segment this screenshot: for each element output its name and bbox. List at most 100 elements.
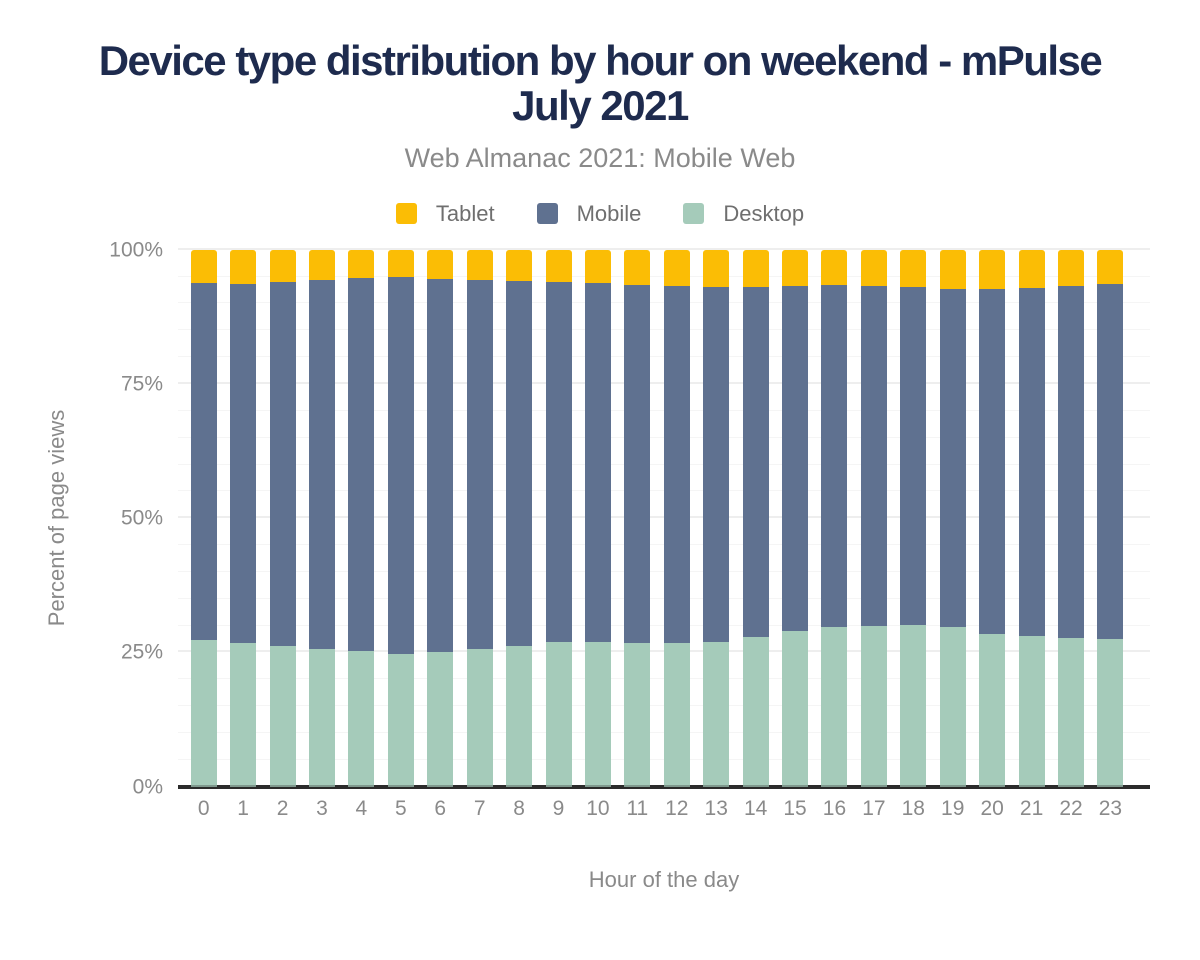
bar-segment-desktop[interactable] <box>939 627 966 787</box>
stacked-bar-hour-18[interactable] <box>900 249 927 789</box>
bar-segment-desktop[interactable] <box>821 627 848 787</box>
stacked-bar-hour-2[interactable] <box>269 249 296 789</box>
bar-segment-mobile[interactable] <box>584 283 611 643</box>
stacked-bar-hour-20[interactable] <box>979 249 1006 789</box>
bar-segment-tablet[interactable] <box>545 249 572 282</box>
bar-segment-tablet[interactable] <box>860 249 887 286</box>
bar-segment-desktop[interactable] <box>308 648 335 787</box>
stacked-bar-hour-3[interactable] <box>308 249 335 789</box>
bar-segment-desktop[interactable] <box>782 631 809 787</box>
bar-segment-desktop[interactable] <box>190 639 217 787</box>
stacked-bar-hour-21[interactable] <box>1018 249 1045 789</box>
stacked-bar-hour-12[interactable] <box>663 249 690 789</box>
bar-segment-mobile[interactable] <box>348 278 375 651</box>
bar-segment-tablet[interactable] <box>939 249 966 290</box>
bar-segment-mobile[interactable] <box>506 281 533 646</box>
stacked-bar-hour-23[interactable] <box>1097 249 1124 789</box>
bar-segment-mobile[interactable] <box>742 287 769 637</box>
stacked-bar-hour-17[interactable] <box>860 249 887 789</box>
bar-segment-mobile[interactable] <box>821 285 848 628</box>
bar-segment-desktop[interactable] <box>230 643 257 787</box>
bar-segment-desktop[interactable] <box>1018 636 1045 787</box>
bar-segment-mobile[interactable] <box>545 281 572 642</box>
bar-segment-tablet[interactable] <box>900 249 927 288</box>
bar-segment-mobile[interactable] <box>308 280 335 649</box>
stacked-bar-hour-7[interactable] <box>466 249 493 789</box>
x-tick-label: 16 <box>822 796 847 820</box>
stacked-bar-hour-14[interactable] <box>742 249 769 789</box>
stacked-bar-hour-0[interactable] <box>190 249 217 789</box>
bar-segment-desktop[interactable] <box>900 624 927 787</box>
bar-segment-desktop[interactable] <box>1057 637 1084 787</box>
bar-segment-desktop[interactable] <box>663 642 690 787</box>
bar-segment-tablet[interactable] <box>742 249 769 288</box>
bar-segment-tablet[interactable] <box>703 249 730 288</box>
bar-segment-mobile[interactable] <box>230 283 257 644</box>
bar-segment-desktop[interactable] <box>348 650 375 787</box>
bar-segment-desktop[interactable] <box>1097 639 1124 787</box>
bar-segment-desktop[interactable] <box>506 645 533 787</box>
bar-segment-mobile[interactable] <box>1018 287 1045 637</box>
bar-segment-desktop[interactable] <box>269 645 296 787</box>
bar-segment-tablet[interactable] <box>348 249 375 279</box>
bar-segment-tablet[interactable] <box>782 249 809 287</box>
bar-segment-mobile[interactable] <box>269 281 296 646</box>
bar-segment-tablet[interactable] <box>269 249 296 282</box>
bar-segment-tablet[interactable] <box>506 249 533 282</box>
bar-segment-tablet[interactable] <box>308 249 335 281</box>
bar-segment-mobile[interactable] <box>860 285 887 626</box>
stacked-bar-hour-16[interactable] <box>821 249 848 789</box>
stacked-bar-hour-19[interactable] <box>939 249 966 789</box>
bar-segment-desktop[interactable] <box>545 641 572 787</box>
bar-segment-tablet[interactable] <box>584 249 611 284</box>
bar-segment-mobile[interactable] <box>1097 284 1124 640</box>
stacked-bar-hour-8[interactable] <box>506 249 533 789</box>
bar-segment-mobile[interactable] <box>782 286 809 631</box>
bar-segment-tablet[interactable] <box>190 249 217 283</box>
bar-segment-mobile[interactable] <box>427 278 454 653</box>
bar-segment-tablet[interactable] <box>1057 249 1084 286</box>
bar-column-hour-13 <box>696 249 735 789</box>
bar-segment-mobile[interactable] <box>900 287 927 625</box>
stacked-bar-hour-22[interactable] <box>1057 249 1084 789</box>
bar-segment-mobile[interactable] <box>387 277 414 654</box>
stacked-bar-hour-15[interactable] <box>782 249 809 789</box>
bar-segment-mobile[interactable] <box>1057 285 1084 638</box>
bar-segment-tablet[interactable] <box>663 249 690 287</box>
bar-segment-desktop[interactable] <box>387 653 414 787</box>
x-tick-label: 7 <box>473 796 486 820</box>
stacked-bar-hour-11[interactable] <box>624 249 651 789</box>
bar-segment-desktop[interactable] <box>624 643 651 787</box>
stacked-bar-hour-13[interactable] <box>703 249 730 789</box>
bar-segment-desktop[interactable] <box>466 649 493 787</box>
bar-segment-desktop[interactable] <box>584 642 611 787</box>
bar-segment-tablet[interactable] <box>466 249 493 281</box>
bar-segment-tablet[interactable] <box>1018 249 1045 288</box>
stacked-bar-hour-1[interactable] <box>230 249 257 789</box>
bar-segment-desktop[interactable] <box>427 652 454 787</box>
bar-segment-mobile[interactable] <box>703 287 730 642</box>
stacked-bar-hour-4[interactable] <box>348 249 375 789</box>
bar-segment-mobile[interactable] <box>624 284 651 644</box>
bar-segment-mobile[interactable] <box>466 280 493 650</box>
stacked-bar-hour-6[interactable] <box>427 249 454 789</box>
bar-segment-desktop[interactable] <box>979 634 1006 787</box>
bar-segment-tablet[interactable] <box>1097 249 1124 285</box>
desktop-swatch-icon <box>683 203 705 225</box>
bar-segment-desktop[interactable] <box>860 625 887 787</box>
bar-segment-tablet[interactable] <box>387 249 414 278</box>
bar-segment-tablet[interactable] <box>979 249 1006 289</box>
bar-segment-mobile[interactable] <box>663 286 690 643</box>
bar-segment-tablet[interactable] <box>230 249 257 284</box>
bar-segment-mobile[interactable] <box>190 282 217 640</box>
bar-segment-desktop[interactable] <box>703 641 730 787</box>
stacked-bar-hour-9[interactable] <box>545 249 572 789</box>
stacked-bar-hour-10[interactable] <box>584 249 611 789</box>
bar-segment-mobile[interactable] <box>979 288 1006 635</box>
bar-segment-mobile[interactable] <box>939 289 966 628</box>
bar-segment-tablet[interactable] <box>427 249 454 279</box>
bar-segment-tablet[interactable] <box>624 249 651 285</box>
stacked-bar-hour-5[interactable] <box>387 249 414 789</box>
bar-segment-tablet[interactable] <box>821 249 848 286</box>
bar-segment-desktop[interactable] <box>742 636 769 787</box>
